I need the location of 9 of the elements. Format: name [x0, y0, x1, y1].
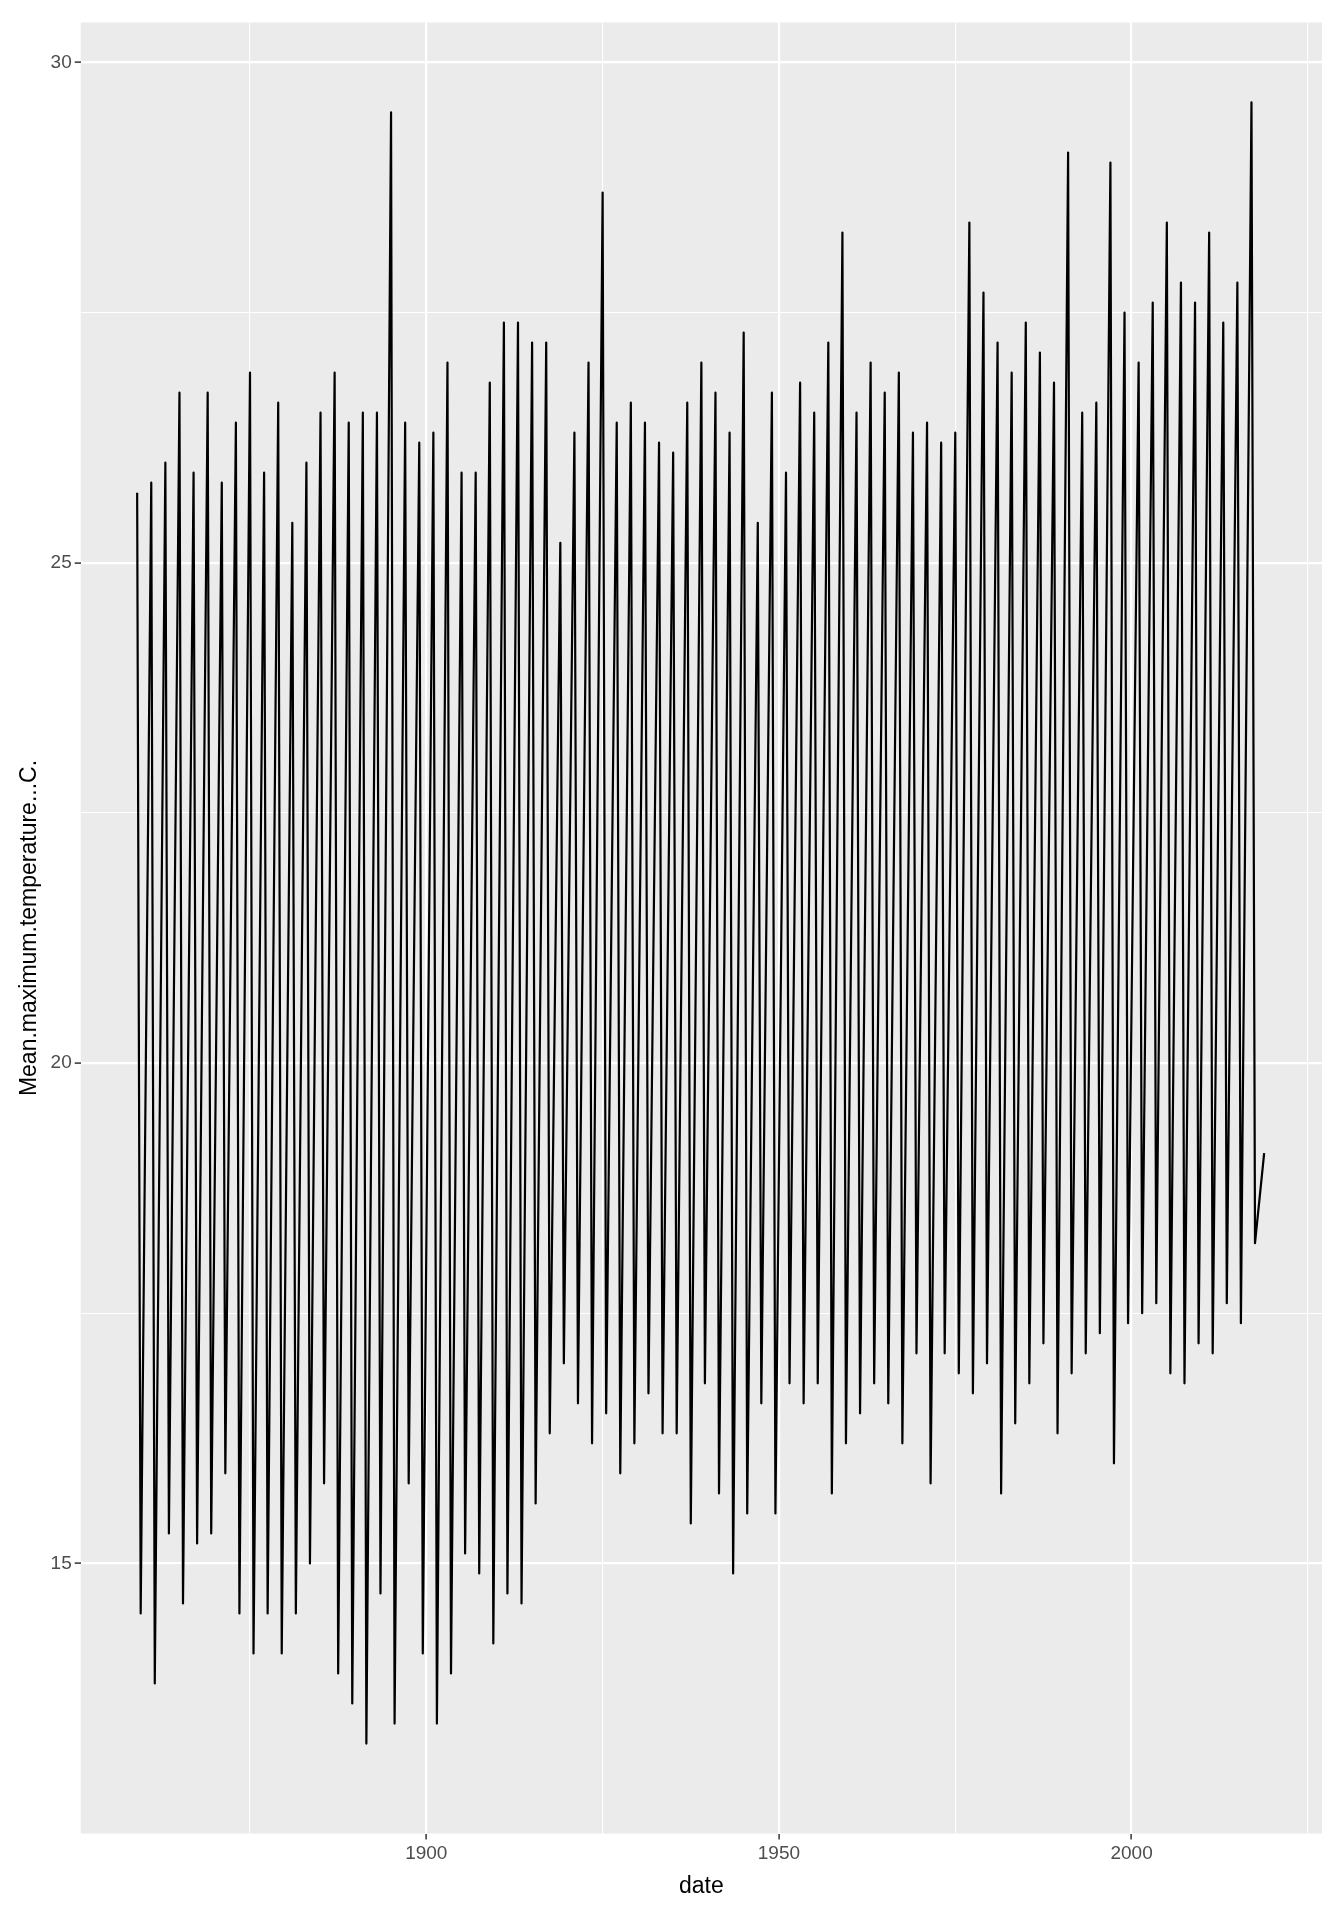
y-tick-label: 30 — [50, 50, 72, 72]
y-axis-title: Mean.maximum.temperature...C. — [15, 759, 42, 1097]
x-tick-label: 1900 — [405, 1842, 448, 1864]
y-tick-label: 25 — [50, 550, 72, 572]
y-tick-label: 15 — [50, 1551, 72, 1573]
x-axis-title: date — [678, 1871, 724, 1898]
y-tick-label: 20 — [50, 1051, 72, 1073]
x-tick-label: 2000 — [1110, 1842, 1153, 1864]
x-tick-label: 1950 — [757, 1842, 801, 1864]
